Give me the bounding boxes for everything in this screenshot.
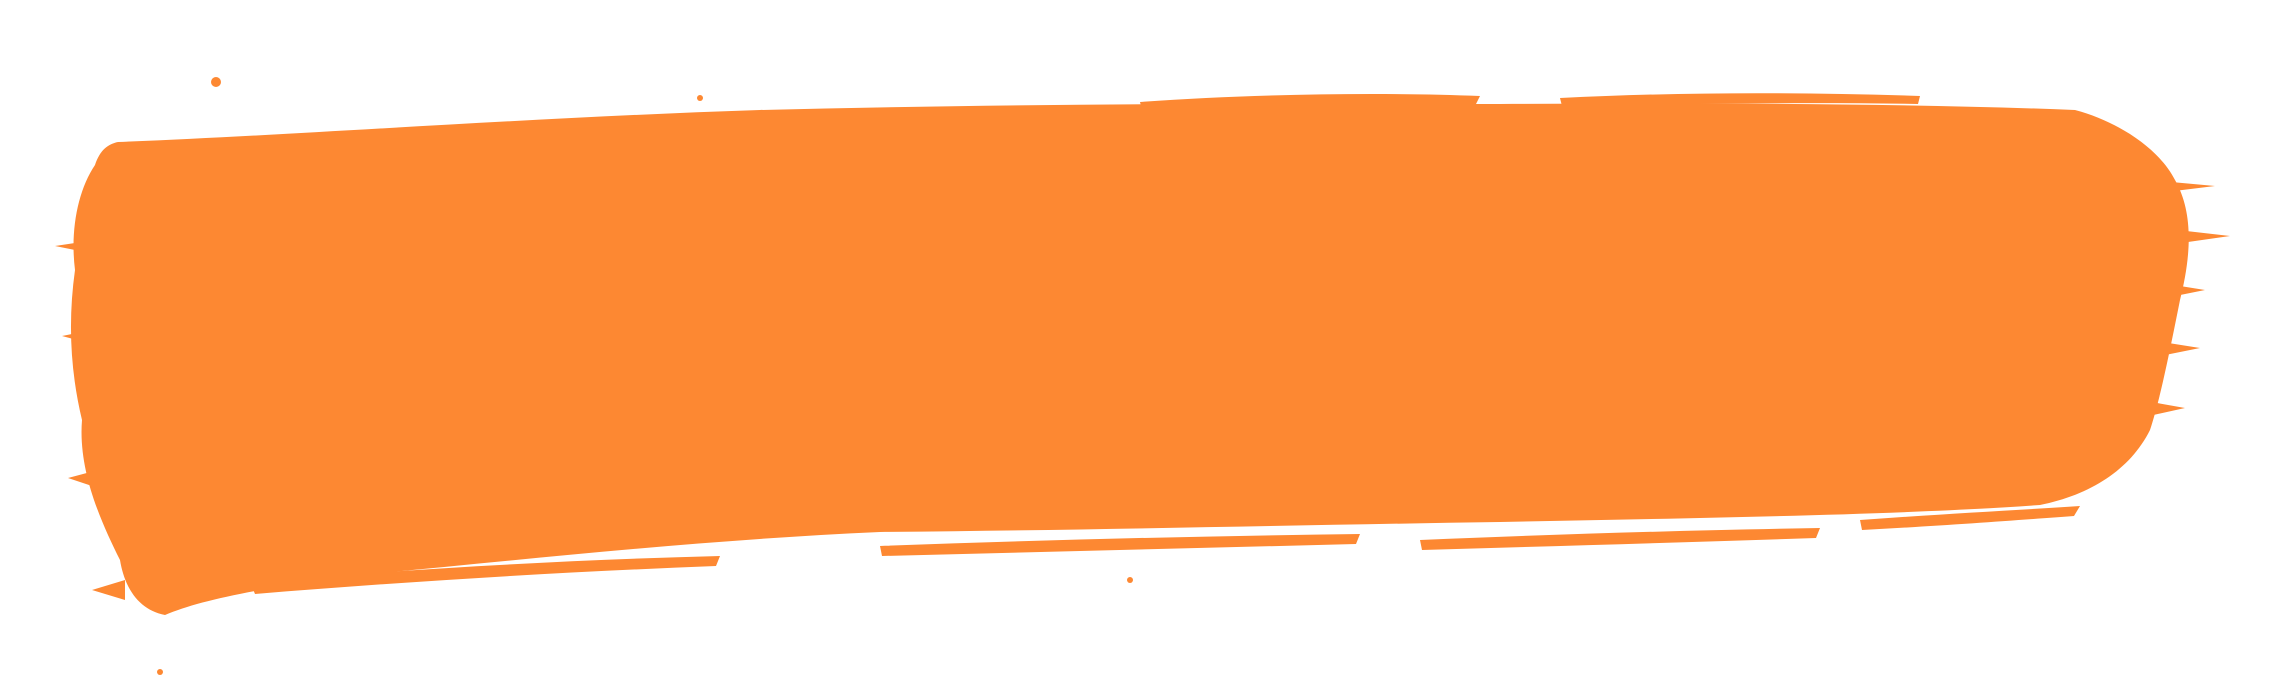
brush-streak-top-3 <box>1140 94 1480 110</box>
paint-speck <box>697 95 703 101</box>
brush-bristle-right-3 <box>2155 282 2205 300</box>
brush-bristle-left-4 <box>92 580 125 600</box>
brush-bristle-left-1 <box>55 240 95 254</box>
brush-streak-bottom-3 <box>1420 528 1820 550</box>
brush-streak-top-1 <box>200 171 520 190</box>
brush-bristle-left-2 <box>62 330 92 344</box>
brush-bristle-right-2 <box>2160 228 2230 246</box>
brush-bristle-right-1 <box>2150 180 2215 194</box>
brush-bristle-left-3 <box>68 470 98 488</box>
brush-bristle-right-5 <box>2140 400 2185 418</box>
paint-speck <box>1127 577 1133 583</box>
brush-bristle-right-4 <box>2150 340 2200 358</box>
brush-streak-top-2 <box>560 109 940 134</box>
brush-stroke-body <box>70 103 2189 616</box>
brush-stroke <box>55 77 2230 675</box>
brush-streak-bottom-1 <box>250 556 720 594</box>
brush-streak-top-4 <box>1560 93 1920 106</box>
brush-streak-bottom-4 <box>1860 506 2080 530</box>
brush-streak-bottom-2 <box>880 534 1360 556</box>
paint-speck <box>157 669 163 675</box>
paint-speck <box>211 77 221 87</box>
